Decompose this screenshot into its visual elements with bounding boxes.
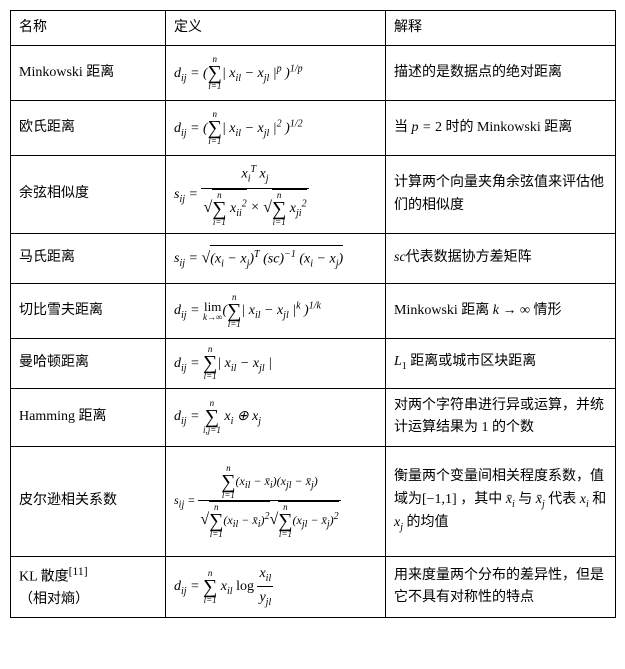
metric-explanation: 对两个字符串进行异或运算，并统计运算结果为 1 的个数 xyxy=(386,388,616,446)
table-row: 马氏距离sij = √(xi − xj)T (sc)−1 (xi − xj)sc… xyxy=(11,233,616,283)
metric-name: Minkowski 距离 xyxy=(11,46,166,101)
metric-formula: dij = limk→∞(n∑l=1| xil − xjl |k )1/k xyxy=(166,283,386,338)
table-row: 切比雪夫距离dij = limk→∞(n∑l=1| xil − xjl |k )… xyxy=(11,283,616,338)
table-body: Minkowski 距离dij = (n∑l=1| xil − xjl |p )… xyxy=(11,46,616,618)
metric-explanation: L1 距离或城市区块距离 xyxy=(386,338,616,388)
table-row: 曼哈顿距离dij = n∑l=1| xil − xjl |L1 距离或城市区块距… xyxy=(11,338,616,388)
table-row: 皮尔逊相关系数sij = n∑l=1(xil − x̄i)(xjl − x̄j)… xyxy=(11,446,616,556)
metric-formula: dij = n∑l=1 xil log xilyjl xyxy=(166,556,386,618)
metric-name: 欧氏距离 xyxy=(11,101,166,156)
metric-explanation: 计算两个向量夹角余弦值来评估他们的相似度 xyxy=(386,156,616,233)
metric-name: 马氏距离 xyxy=(11,233,166,283)
metric-explanation: 衡量两个变量间相关程度系数，值域为[−1,1] ，其中 x̄i 与 x̄j 代表… xyxy=(386,446,616,556)
table-row: 余弦相似度sij = xiT xj√n∑i=1 xii2 × √n∑i=1 xj… xyxy=(11,156,616,233)
table-header-row: 名称 定义 解释 xyxy=(11,11,616,46)
metric-formula: dij = (n∑l=1| xil − xjl |p )1/p xyxy=(166,46,386,101)
metric-formula: sij = n∑l=1(xil − x̄i)(xjl − x̄j)√n∑l=1(… xyxy=(166,446,386,556)
metric-explanation: 当 p = 2 时的 Minkowski 距离 xyxy=(386,101,616,156)
metric-name: 切比雪夫距离 xyxy=(11,283,166,338)
metric-formula: sij = √(xi − xj)T (sc)−1 (xi − xj) xyxy=(166,233,386,283)
metric-formula: dij = n∑i,j=1 xi ⊕ xj xyxy=(166,388,386,446)
metric-name: 皮尔逊相关系数 xyxy=(11,446,166,556)
metric-explanation: Minkowski 距离 k → ∞ 情形 xyxy=(386,283,616,338)
table-row: 欧氏距离dij = (n∑l=1| xil − xjl |2 )1/2当 p =… xyxy=(11,101,616,156)
metric-explanation: 用来度量两个分布的差异性，但是它不具有对称性的特点 xyxy=(386,556,616,618)
distance-metrics-table: 名称 定义 解释 Minkowski 距离dij = (n∑l=1| xil −… xyxy=(10,10,616,618)
header-name: 名称 xyxy=(11,11,166,46)
metric-name: 曼哈顿距离 xyxy=(11,338,166,388)
table-row: KL 散度[11]（相对熵）dij = n∑l=1 xil log xilyjl… xyxy=(11,556,616,618)
metric-name: Hamming 距离 xyxy=(11,388,166,446)
metric-name: 余弦相似度 xyxy=(11,156,166,233)
header-definition: 定义 xyxy=(166,11,386,46)
metric-formula: sij = xiT xj√n∑i=1 xii2 × √n∑i=1 xji2 xyxy=(166,156,386,233)
table-row: Minkowski 距离dij = (n∑l=1| xil − xjl |p )… xyxy=(11,46,616,101)
metric-formula: dij = (n∑l=1| xil − xjl |2 )1/2 xyxy=(166,101,386,156)
metric-formula: dij = n∑l=1| xil − xjl | xyxy=(166,338,386,388)
header-explanation: 解释 xyxy=(386,11,616,46)
metric-name: KL 散度[11]（相对熵） xyxy=(11,556,166,618)
table-row: Hamming 距离dij = n∑i,j=1 xi ⊕ xj对两个字符串进行异… xyxy=(11,388,616,446)
metric-explanation: sc代表数据协方差矩阵 xyxy=(386,233,616,283)
metric-explanation: 描述的是数据点的绝对距离 xyxy=(386,46,616,101)
